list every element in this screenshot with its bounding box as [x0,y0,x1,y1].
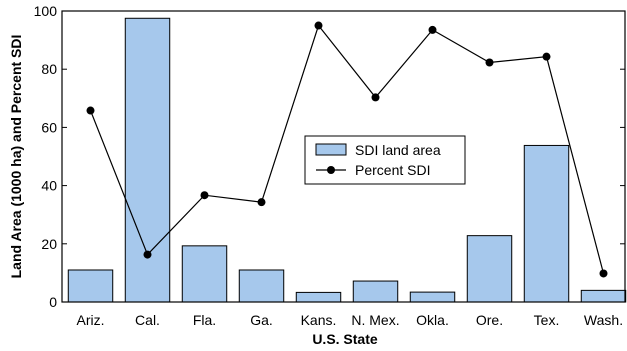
legend-bar-swatch [315,143,347,156]
line-point [485,58,494,67]
line-point [599,269,608,278]
x-tick-label: Okla. [416,312,449,328]
x-axis: Ariz. Cal. Fla. Ga. Kans. N. Mex. Okla. Ore. Tex… [77,312,624,328]
line-point [542,52,551,61]
x-tick-label: Fla. [193,312,216,328]
line-point [200,191,209,200]
y-tick-label: 40 [41,178,57,194]
line-point [143,250,152,259]
plot-frame [61,10,626,303]
series-line [89,24,605,274]
bar [352,280,399,303]
bar [523,144,570,303]
x-tick-label: Wash. [584,312,623,328]
bar [466,235,513,303]
bar [409,291,456,303]
x-axis-title: U.S. State [312,331,378,347]
line-point [428,25,437,34]
bar [181,245,228,303]
bar-series [67,17,627,303]
legend: SDI land area Percent SDI [304,135,466,185]
y-tick-label: 100 [34,3,58,19]
x-tick-label: Ore. [476,312,503,328]
line-point [314,21,323,30]
x-tick-label: Cal. [135,312,160,328]
x-tick-label: Ga. [250,312,273,328]
x-tick-label: Tex. [534,312,560,328]
legend-line-label: Percent SDI [355,162,430,178]
bar [295,291,342,303]
x-tick-label: N. Mex. [351,312,399,328]
line-point [257,198,266,207]
bar [124,17,171,303]
bar [580,289,627,303]
y-axis: 0 20 40 60 80 100 [34,3,625,310]
bar [67,269,114,303]
bar [238,269,285,303]
legend-bar-label: SDI land area [355,142,441,158]
legend-line-marker [327,166,335,174]
x-tick-label: Kans. [301,312,337,328]
line-point [86,106,95,115]
y-tick-label: 60 [41,119,57,135]
x-tick-label: Ariz. [77,312,105,328]
line-series [86,21,608,278]
y-tick-label: 20 [41,236,57,252]
y-tick-label: 80 [41,61,57,77]
y-tick-label: 0 [49,294,57,310]
line-point [371,93,380,102]
y-axis-title: Land Area (1000 ha) and Percent SDI [8,35,24,279]
